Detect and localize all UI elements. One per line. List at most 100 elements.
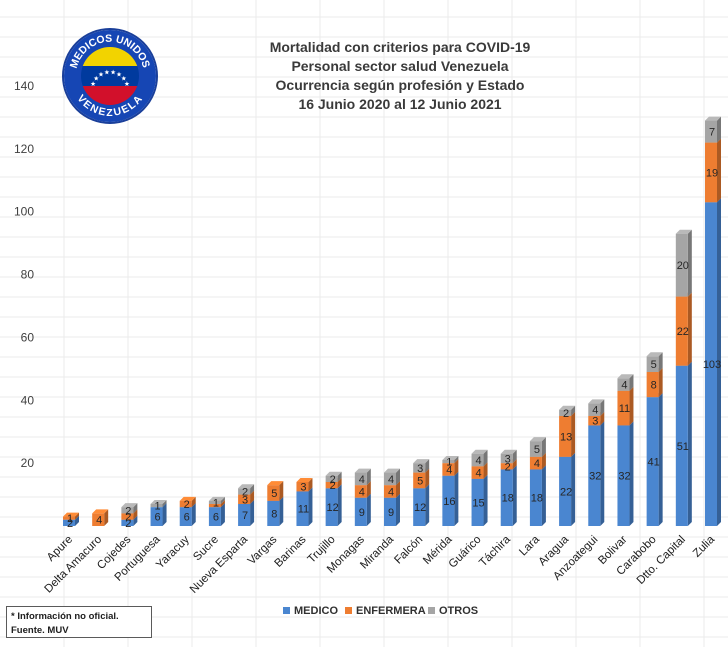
chart-title-line: Personal sector salud Venezuela xyxy=(291,58,508,74)
data-label: 11 xyxy=(619,403,630,415)
logo-star-icon xyxy=(104,69,110,75)
legend-item: ENFERMERA xyxy=(345,605,426,617)
bar-segment xyxy=(267,481,284,501)
data-label: 103 xyxy=(703,359,721,371)
data-labels: 21 4 2226162617328511312229449441253164115… xyxy=(67,127,721,530)
x-tick-label: Miranda xyxy=(358,533,396,571)
data-label: 3 xyxy=(592,416,598,428)
bar-segment xyxy=(121,503,138,514)
bar-segment xyxy=(471,449,488,467)
bar-segment xyxy=(354,468,371,486)
data-label: 4 xyxy=(388,474,394,486)
data-label: 5 xyxy=(534,444,540,456)
medicos-unidos-logo: MEDICOS UNIDOS VENEZUELA xyxy=(62,28,158,124)
x-tick-label: Táchira xyxy=(477,533,513,569)
bar-segment xyxy=(150,500,167,508)
data-label: 13 xyxy=(560,431,572,443)
bar-segment xyxy=(325,471,342,482)
data-label: 19 xyxy=(706,167,718,179)
data-label: 1 xyxy=(154,501,160,513)
data-label: 2 xyxy=(505,461,511,473)
data-label: 12 xyxy=(327,502,339,514)
bar-segment xyxy=(179,496,196,508)
y-tick-label: 40 xyxy=(21,393,35,407)
x-tick-label: Guárico xyxy=(447,534,484,571)
data-label: 4 xyxy=(388,486,394,498)
data-label: 4 xyxy=(359,486,365,498)
data-label: 3 xyxy=(505,453,511,465)
data-label: 9 xyxy=(388,507,394,519)
bar-segment xyxy=(92,509,109,526)
data-label: 11 xyxy=(298,504,309,516)
data-label: 20 xyxy=(677,260,689,272)
data-label: 5 xyxy=(651,359,657,371)
data-label: 4 xyxy=(96,515,102,527)
bar-segment xyxy=(442,456,459,464)
data-label: 18 xyxy=(502,493,514,505)
data-label: 4 xyxy=(446,464,452,476)
logo-star-icon xyxy=(90,81,96,86)
bar-segment xyxy=(384,468,400,486)
bar-segment xyxy=(296,478,313,492)
data-label: 1 xyxy=(213,497,219,509)
bar-segment xyxy=(675,229,692,297)
bar-segment xyxy=(63,512,79,520)
data-label: 2 xyxy=(330,480,336,492)
note-source: Fuente. MUV xyxy=(11,625,69,636)
data-label: 22 xyxy=(560,486,572,498)
data-label: 8 xyxy=(271,508,277,520)
bar-segment xyxy=(617,374,634,391)
data-label: 4 xyxy=(359,474,365,486)
bar-segment xyxy=(646,352,663,372)
data-label: 51 xyxy=(677,441,689,453)
legend-label: ENFERMERA xyxy=(356,605,426,617)
bars xyxy=(63,116,721,527)
data-label: 3 xyxy=(417,463,423,475)
bar-segment xyxy=(325,484,342,526)
data-label: 2 xyxy=(563,408,569,420)
data-label: 6 xyxy=(213,512,219,524)
bar-segment xyxy=(705,198,721,527)
y-tick-label: 140 xyxy=(14,79,34,93)
bar-segment xyxy=(559,405,576,416)
bar-segment xyxy=(413,459,430,473)
legend-label: OTROS xyxy=(439,605,478,617)
data-label: 9 xyxy=(359,507,365,519)
y-tick-label: 120 xyxy=(14,142,34,156)
x-tick-label: Yaracuy xyxy=(154,533,192,571)
data-label: 6 xyxy=(184,512,190,524)
x-tick-label: Zulia xyxy=(691,533,718,560)
data-label: 22 xyxy=(677,326,689,338)
data-label: 5 xyxy=(417,475,423,487)
bar-segment xyxy=(705,116,721,143)
data-label: 4 xyxy=(475,468,481,480)
y-tick-label: 100 xyxy=(14,205,34,219)
bar-segment xyxy=(442,471,459,526)
data-label: 1 xyxy=(67,513,73,525)
data-label: 16 xyxy=(443,496,455,508)
logo-star-icon xyxy=(124,81,130,86)
y-tick-label: 60 xyxy=(21,330,35,344)
data-label: 32 xyxy=(618,471,630,483)
data-label: 7 xyxy=(242,510,248,522)
chart-title: Mortalidad con criterios para COVID-19 Pe… xyxy=(270,39,531,112)
legend-item: MEDICO xyxy=(283,605,338,617)
x-tick-label: Falcón xyxy=(392,534,425,567)
bar-segment xyxy=(238,484,255,495)
y-tick-label: 20 xyxy=(21,456,35,470)
bar-segment xyxy=(588,421,605,526)
data-label: 4 xyxy=(475,455,481,467)
legend-swatch xyxy=(428,607,435,614)
bar-segment xyxy=(208,496,225,504)
data-label: 3 xyxy=(242,494,248,506)
data-label: 2 xyxy=(125,512,131,524)
data-label: 1 xyxy=(446,457,452,469)
legend-item: OTROS xyxy=(428,605,478,617)
data-label: 2 xyxy=(242,486,248,498)
bar-segment xyxy=(529,437,546,457)
logo-star-icon xyxy=(110,69,116,75)
x-tick-label: Lara xyxy=(517,533,542,558)
x-tick-label: Barinas xyxy=(273,533,309,569)
